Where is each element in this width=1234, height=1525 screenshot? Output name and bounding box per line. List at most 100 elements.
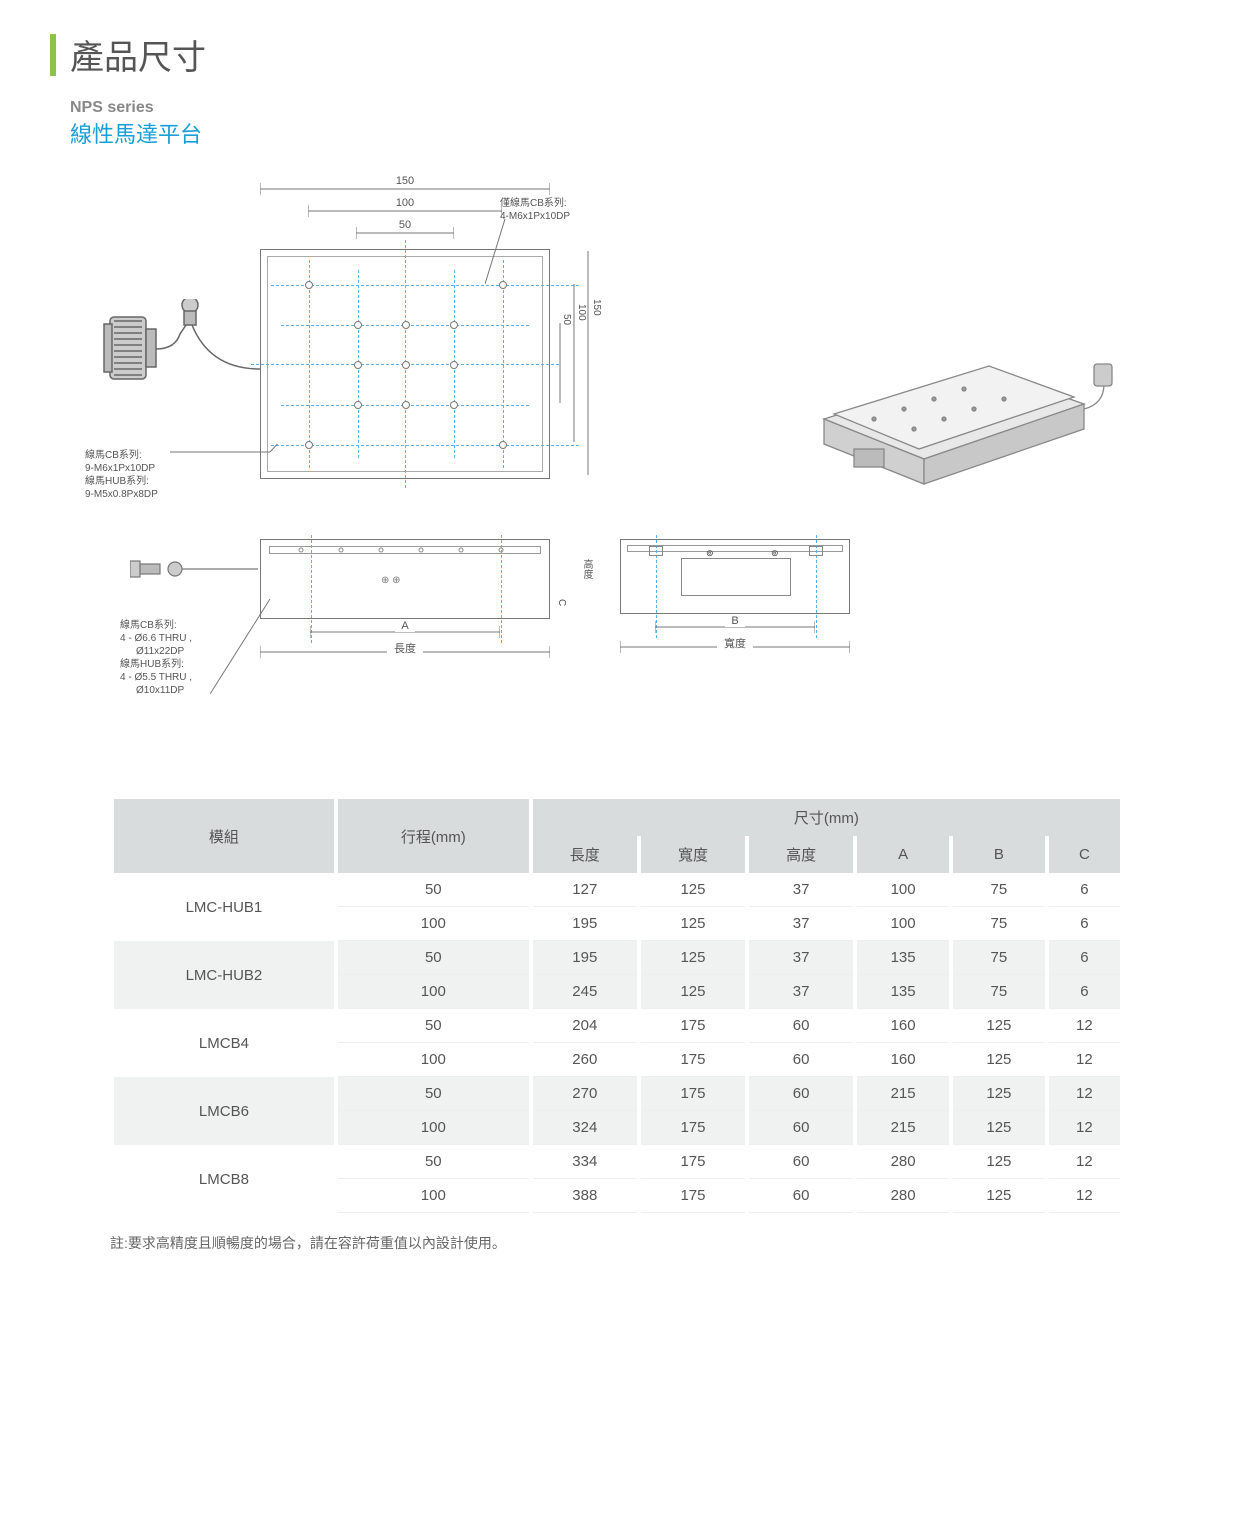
model-cell: LMCB4 <box>114 1009 334 1077</box>
cell-height: 60 <box>749 1009 853 1043</box>
cell-c: 12 <box>1049 1179 1120 1213</box>
series-block: NPS series 線性馬達平台 <box>70 99 1184 149</box>
cell-c: 12 <box>1049 1077 1120 1111</box>
dim-width: 寬度 <box>620 639 850 656</box>
cell-height: 37 <box>749 941 853 975</box>
dimensions-table: 模組 行程(mm) 尺寸(mm) 長度 寬度 高度 A B C LMC-HUB1… <box>110 799 1124 1213</box>
dim-150: 150 <box>260 179 550 198</box>
cell-stroke: 100 <box>338 907 529 941</box>
table-row: LMCB4502041756016012512 <box>114 1009 1120 1043</box>
dim-c: C <box>555 599 568 606</box>
cell-c: 6 <box>1049 941 1120 975</box>
title-bar: 產品尺寸 <box>50 30 1184 79</box>
table-row: LMC-HUB25019512537135756 <box>114 941 1120 975</box>
th-a: A <box>857 836 949 873</box>
th-length: 長度 <box>533 836 637 873</box>
isometric-view <box>784 309 1084 489</box>
cell-stroke: 50 <box>338 1077 529 1111</box>
th-width: 寬度 <box>641 836 745 873</box>
th-model: 模組 <box>114 799 334 873</box>
cell-length: 324 <box>533 1111 637 1145</box>
cell-a: 160 <box>857 1009 949 1043</box>
cell-length: 270 <box>533 1077 637 1111</box>
cell-c: 12 <box>1049 1043 1120 1077</box>
th-b: B <box>953 836 1045 873</box>
cell-stroke: 100 <box>338 1043 529 1077</box>
cell-a: 215 <box>857 1111 949 1145</box>
table-row: LMCB8503341756028012512 <box>114 1145 1120 1179</box>
th-height: 高度 <box>749 836 853 873</box>
cell-height: 37 <box>749 975 853 1009</box>
connector-drawing <box>80 299 280 419</box>
callout-bottom-left: 線馬CB系列: 4 - Ø6.6 THRU , Ø11x22DP 線馬HUB系列… <box>120 619 192 697</box>
title-accent <box>50 34 56 76</box>
cell-b: 125 <box>953 1077 1045 1111</box>
model-cell: LMCB8 <box>114 1145 334 1213</box>
cell-height: 60 <box>749 1043 853 1077</box>
cell-c: 6 <box>1049 907 1120 941</box>
diagram-area: 150 100 50 50 <box>90 179 1144 739</box>
dim-b: B <box>655 619 815 636</box>
cell-width: 125 <box>641 941 745 975</box>
cell-stroke: 50 <box>338 1009 529 1043</box>
cell-a: 135 <box>857 941 949 975</box>
th-dimensions: 尺寸(mm) <box>533 799 1120 836</box>
cell-length: 334 <box>533 1145 637 1179</box>
cell-length: 245 <box>533 975 637 1009</box>
cell-a: 135 <box>857 975 949 1009</box>
cell-length: 388 <box>533 1179 637 1213</box>
page-title: 產品尺寸 <box>70 30 206 79</box>
cell-length: 195 <box>533 941 637 975</box>
series-name: 線性馬達平台 <box>70 117 1184 149</box>
model-cell: LMCB6 <box>114 1077 334 1145</box>
cell-b: 75 <box>953 941 1045 975</box>
cell-width: 175 <box>641 1077 745 1111</box>
cell-b: 75 <box>953 975 1045 1009</box>
footnote: 註:要求高精度且順暢度的場合，請在容許荷重值以內設計使用。 <box>110 1233 1124 1253</box>
cell-b: 125 <box>953 1043 1045 1077</box>
cell-b: 125 <box>953 1145 1045 1179</box>
cell-length: 204 <box>533 1009 637 1043</box>
cell-stroke: 50 <box>338 941 529 975</box>
cell-a: 280 <box>857 1179 949 1213</box>
cell-a: 160 <box>857 1043 949 1077</box>
series-label: NPS series <box>70 99 1184 117</box>
cell-width: 175 <box>641 1043 745 1077</box>
cell-height: 60 <box>749 1145 853 1179</box>
cell-b: 125 <box>953 1009 1045 1043</box>
cell-stroke: 100 <box>338 975 529 1009</box>
cell-stroke: 100 <box>338 1111 529 1145</box>
side-view: ⊚ ⊚ <box>620 539 850 614</box>
cell-width: 175 <box>641 1179 745 1213</box>
cell-b: 75 <box>953 907 1045 941</box>
th-c: C <box>1049 836 1120 873</box>
cell-stroke: 100 <box>338 1179 529 1213</box>
cell-a: 100 <box>857 873 949 907</box>
cell-b: 125 <box>953 1111 1045 1145</box>
cell-c: 6 <box>1049 873 1120 907</box>
cell-stroke: 50 <box>338 1145 529 1179</box>
cell-width: 125 <box>641 907 745 941</box>
cell-length: 195 <box>533 907 637 941</box>
cell-height: 37 <box>749 873 853 907</box>
cell-c: 12 <box>1049 1111 1120 1145</box>
cell-c: 12 <box>1049 1009 1120 1043</box>
cell-width: 175 <box>641 1009 745 1043</box>
cell-width: 175 <box>641 1145 745 1179</box>
dim-100: 100 <box>308 201 502 220</box>
cell-width: 175 <box>641 1111 745 1145</box>
cell-width: 125 <box>641 873 745 907</box>
cell-height: 60 <box>749 1179 853 1213</box>
cell-width: 125 <box>641 975 745 1009</box>
cell-height: 60 <box>749 1077 853 1111</box>
dim-height: 高度 <box>580 559 593 579</box>
model-cell: LMC-HUB1 <box>114 873 334 941</box>
th-stroke: 行程(mm) <box>338 799 529 873</box>
cell-stroke: 50 <box>338 873 529 907</box>
cell-c: 6 <box>1049 975 1120 1009</box>
cell-a: 215 <box>857 1077 949 1111</box>
table-row: LMCB6502701756021512512 <box>114 1077 1120 1111</box>
cell-length: 260 <box>533 1043 637 1077</box>
model-cell: LMC-HUB2 <box>114 941 334 1009</box>
cell-height: 37 <box>749 907 853 941</box>
